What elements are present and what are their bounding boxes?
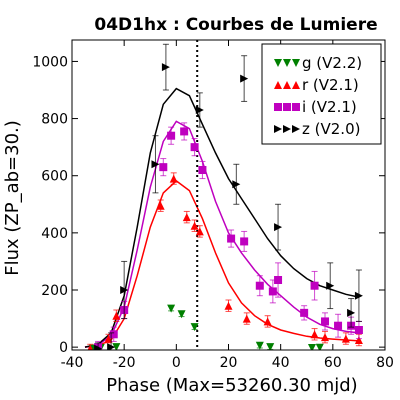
data-point xyxy=(195,106,204,114)
x-axis-label: Phase (Max=53260.30 mjd) xyxy=(106,375,357,396)
data-point xyxy=(274,276,283,284)
legend: g (V2.2) r (V2.1) i (V2.1) z (V2.0) xyxy=(261,43,382,145)
legend-marker xyxy=(274,125,282,133)
data-point xyxy=(274,223,283,232)
data-point xyxy=(354,326,363,334)
legend-marker xyxy=(283,125,291,133)
y-tick-label: 600 xyxy=(41,169,68,185)
data-point xyxy=(321,317,330,326)
data-point xyxy=(326,281,335,290)
legend-marker xyxy=(292,125,300,133)
data-point xyxy=(107,343,116,350)
data-point xyxy=(180,127,189,136)
data-point xyxy=(263,317,272,326)
x-tick-label: 0 xyxy=(172,355,181,371)
data-point xyxy=(104,334,113,343)
data-point xyxy=(167,304,176,313)
y-axis-label: Flux (ZP_ab=30.) xyxy=(2,120,23,276)
data-point xyxy=(315,343,324,350)
data-point xyxy=(120,286,129,294)
y-tick-label: 1000 xyxy=(32,54,68,70)
x-tick-label: 60 xyxy=(324,355,342,371)
legend-entry-1: r (V2.1) xyxy=(274,76,359,94)
legend-marker xyxy=(283,103,291,111)
plot-inner xyxy=(84,40,363,350)
y-tick-label: 800 xyxy=(41,112,68,128)
data-point xyxy=(307,344,316,350)
x-tick-label: 40 xyxy=(272,355,290,371)
legend-label: r (V2.1) xyxy=(302,76,359,94)
legend-marker xyxy=(292,81,300,89)
data-point xyxy=(268,287,277,296)
data-point xyxy=(232,180,241,189)
data-point xyxy=(255,341,264,350)
plot-area xyxy=(71,39,386,351)
data-point xyxy=(87,344,93,350)
x-tick-label: 20 xyxy=(220,355,238,371)
legend-marker xyxy=(274,103,282,111)
legend-entry-2: i (V2.1) xyxy=(274,98,357,116)
data-point xyxy=(354,336,363,344)
data-point xyxy=(266,343,275,350)
data-point xyxy=(109,330,118,339)
legend-marker xyxy=(292,103,300,111)
y-tick-label: 0 xyxy=(59,340,68,356)
data-point xyxy=(242,314,251,323)
legend-marker xyxy=(274,59,282,67)
data-point xyxy=(169,174,178,183)
legend-marker xyxy=(274,81,282,89)
data-point xyxy=(255,281,264,290)
data-point xyxy=(190,323,199,332)
series-0 xyxy=(88,304,324,350)
y-tick-label: 400 xyxy=(41,226,68,242)
x-tick-label: 80 xyxy=(376,355,394,371)
data-point xyxy=(112,311,121,320)
data-point xyxy=(161,63,170,72)
legend-entry-0: g (V2.2) xyxy=(274,54,362,72)
data-point xyxy=(190,143,199,152)
data-point xyxy=(310,281,319,290)
data-point xyxy=(321,333,330,342)
y-tick-label: 200 xyxy=(41,283,68,299)
data-point xyxy=(240,237,249,246)
data-point xyxy=(224,301,233,310)
data-point xyxy=(347,308,356,317)
data-point xyxy=(159,163,168,172)
legend-label: z (V2.0) xyxy=(302,120,360,138)
legend-marker xyxy=(292,59,300,67)
data-point xyxy=(167,131,176,140)
legend-box xyxy=(261,43,382,145)
legend-label: i (V2.1) xyxy=(302,98,357,116)
x-tick-label: -20 xyxy=(113,355,136,371)
data-point xyxy=(177,310,186,319)
data-point xyxy=(310,330,319,339)
data-point xyxy=(94,344,103,350)
data-point xyxy=(334,321,343,330)
data-point xyxy=(341,334,350,343)
data-point xyxy=(156,201,165,210)
legend-entry-3: z (V2.0) xyxy=(274,120,360,138)
legend-marker xyxy=(283,81,291,89)
fit-curve-i xyxy=(84,120,359,348)
chart-title: 04D1hx : Courbes de Lumiere xyxy=(94,15,377,35)
data-point xyxy=(112,343,121,350)
legend-marker xyxy=(283,59,291,67)
data-point xyxy=(151,160,160,169)
data-point xyxy=(182,213,191,222)
legend-label: g (V2.2) xyxy=(302,54,362,72)
series-3 xyxy=(94,43,363,350)
data-point xyxy=(198,166,207,174)
data-point xyxy=(354,291,363,300)
data-point xyxy=(300,308,309,317)
data-point xyxy=(190,221,199,230)
data-point xyxy=(240,74,249,83)
data-point xyxy=(227,234,236,243)
data-point xyxy=(195,227,204,236)
x-tick-label: -40 xyxy=(61,355,84,371)
